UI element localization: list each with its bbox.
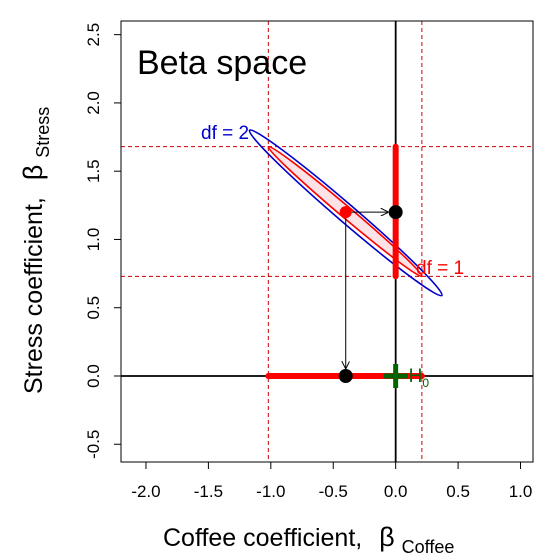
df2-label: df = 2	[201, 123, 249, 144]
x-tick-label-3: -0.5	[319, 482, 348, 501]
projection-point-1	[338, 368, 353, 383]
x-tick-label-5: 0.5	[446, 482, 470, 501]
x-axis-label-symbol: β	[379, 522, 395, 552]
projection-arrows	[346, 212, 388, 368]
y-tick-label-0: -0.5	[84, 430, 103, 459]
x-tick-label-0: -2.0	[131, 482, 160, 501]
x-tick-label-4: 0.0	[384, 482, 408, 501]
null-hypothesis-label: H0	[409, 366, 430, 390]
null-label-h: H	[409, 366, 423, 387]
ci-dashed-lines	[121, 21, 533, 462]
y-axis-label-symbol: β	[18, 165, 48, 181]
x-axis-label: Coffee coefficient, β Coffee	[163, 522, 454, 557]
y-axis-label-text: Stress coefficient,	[20, 197, 48, 394]
y-tick-label-4: 1.5	[84, 159, 103, 183]
y-tick-label-5: 2.0	[84, 91, 103, 115]
y-tick-label-3: 1.0	[84, 228, 103, 252]
plot-frame	[120, 20, 534, 463]
x-tick-label-1: -1.5	[194, 482, 223, 501]
df1-label: df = 1	[416, 258, 464, 279]
ellipse-df2	[248, 129, 443, 297]
y-axis-label: Stress coefficient, β Stress	[18, 107, 53, 394]
null-hypothesis-marker: H0	[383, 363, 430, 390]
x-tick-label-6: 1.0	[509, 482, 533, 501]
chart-title: Beta space	[137, 44, 307, 82]
x-axis-label-text: Coffee coefficient,	[163, 524, 362, 552]
null-label-subscript: 0	[422, 376, 429, 390]
projection-point-0	[388, 205, 403, 220]
x-axis-label-subscript: Coffee	[402, 537, 455, 557]
y-axis-label-subscript: Stress	[33, 107, 53, 158]
x-tick-label-2: -1.0	[256, 482, 285, 501]
data-points	[338, 205, 403, 383]
y-tick-label-2: 0.5	[84, 296, 103, 320]
y-axis-ticks: -0.5 0.0 0.5 1.0 1.5 2.0 2.5	[84, 23, 121, 459]
y-tick-label-1: 0.0	[84, 364, 103, 388]
x-axis-ticks: -2.0 -1.5 -1.0 -0.5 0.0 0.5 1.0	[131, 462, 532, 501]
point-estimate	[339, 206, 352, 219]
y-tick-label-6: 2.5	[84, 23, 103, 47]
